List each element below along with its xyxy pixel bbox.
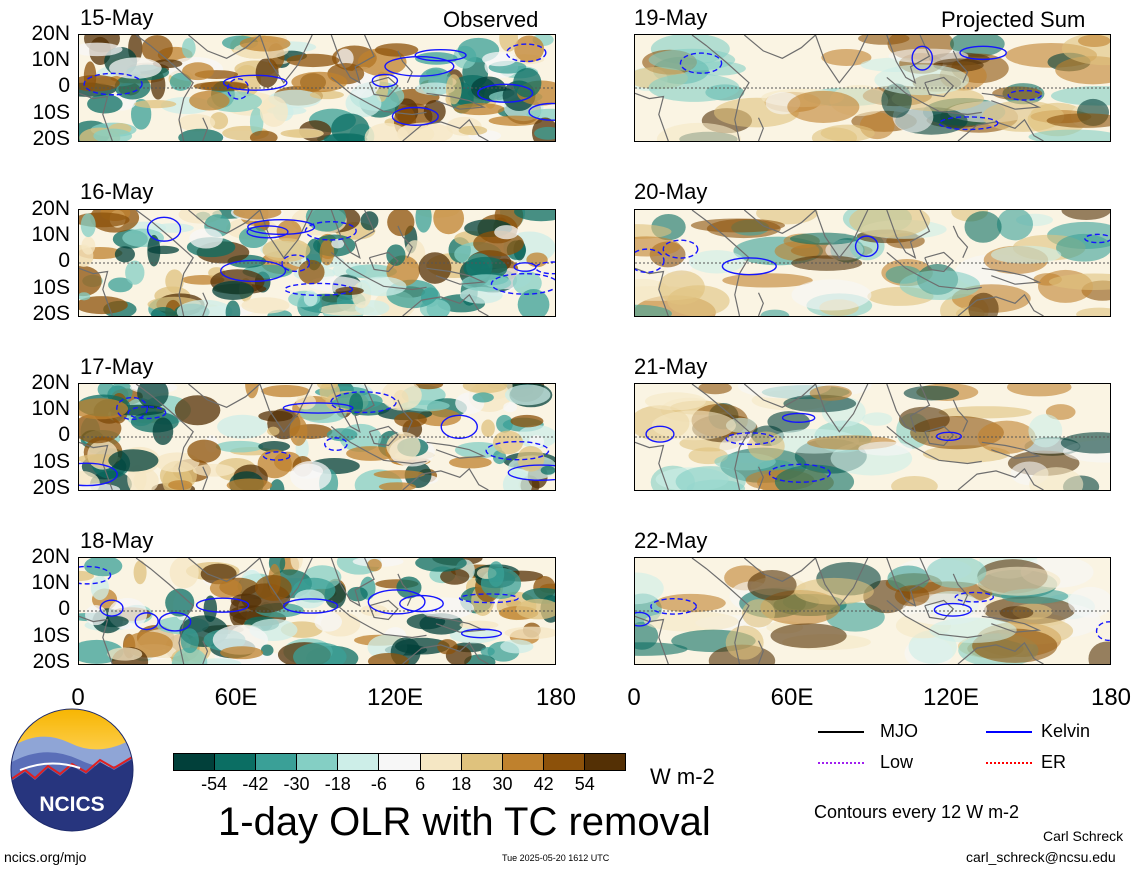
legend-low-label: Low [880, 752, 914, 772]
colorbar-label-9: 54 [574, 774, 595, 794]
colorbar-label-3: -18 [324, 774, 351, 794]
lat-label-row1-2: 0 [58, 74, 70, 97]
lat-label-row4-1: 10N [31, 571, 70, 594]
map-panel-20-may [634, 209, 1111, 317]
lat-label-row4-3: 10S [32, 624, 70, 647]
colorbar-swatch-3 [297, 754, 339, 770]
panel-date-15-may: 15-May [80, 5, 154, 30]
colorbar-label-0: -54 [201, 774, 228, 794]
colorbar-swatch-1 [215, 754, 257, 770]
colorbar-label-6: 18 [451, 774, 472, 794]
colorbar [173, 753, 626, 771]
colorbar-label-8: 42 [533, 774, 554, 794]
map-panel-15-may [78, 34, 556, 142]
colorbar-label-1: -42 [242, 774, 269, 794]
colorbar-swatch-5 [379, 754, 421, 770]
panel-date-17-may: 17-May [80, 354, 154, 379]
lat-label-row3-3: 10S [32, 450, 70, 473]
author-email: carl_schreck@ncsu.edu [966, 849, 1116, 865]
map-panel-17-may [78, 383, 556, 491]
lat-label-row3-1: 10N [31, 397, 70, 420]
lon-label-180-right: 180 [1090, 684, 1132, 711]
colorbar-swatch-8 [502, 754, 544, 770]
lon-label-60e-left: 60E [214, 684, 258, 711]
lat-label-row4-2: 0 [58, 597, 70, 620]
lat-label-row2-3: 10S [32, 276, 70, 299]
panel-tag-projected-sum: Projected Sum [941, 7, 1086, 32]
panel-date-18-may: 18-May [80, 528, 154, 553]
lat-label-row4-0: 20N [31, 545, 70, 568]
figure-title: 1-day OLR with TC removal [218, 800, 711, 844]
lon-label-0-left: 0 [71, 684, 85, 711]
colorbar-label-2: -30 [283, 774, 310, 794]
lat-label-row1-1: 10N [31, 48, 70, 71]
colorbar-swatch-7 [461, 754, 503, 770]
lon-label-60e-right: 60E [770, 684, 814, 711]
author-name: Carl Schreck [1043, 828, 1124, 844]
timestamp: Tue 2025-05-20 1612 UTC [502, 853, 610, 863]
colorbar-swatch-4 [338, 754, 380, 770]
colorbar-label-7: 30 [492, 774, 513, 794]
colorbar-label-5: 6 [415, 774, 426, 794]
legend-low-line [818, 762, 864, 764]
colorbar-swatch-0 [174, 754, 216, 770]
lat-label-row3-4: 20S [32, 476, 70, 499]
legend-er-label: ER [1041, 752, 1067, 772]
panel-tag-observed: Observed [443, 7, 539, 32]
colorbar-swatch-10 [584, 754, 626, 770]
lat-label-row2-0: 20N [31, 197, 70, 220]
panel-date-16-may: 16-May [80, 179, 154, 204]
map-panel-16-may [78, 209, 556, 317]
lon-label-0-right: 0 [627, 684, 641, 711]
panel-date-20-may: 20-May [634, 179, 708, 204]
lon-label-180-left: 180 [535, 684, 577, 711]
map-panel-21-may [634, 383, 1111, 491]
panel-date-21-may: 21-May [634, 354, 708, 379]
lat-label-row2-4: 20S [32, 302, 70, 325]
lon-label-120e-right: 120E [922, 684, 980, 711]
logo-text: NCICS [39, 793, 104, 816]
site-link[interactable]: ncics.org/mjo [4, 849, 87, 865]
legend-er-line [986, 762, 1032, 764]
lat-label-row3-2: 0 [58, 423, 70, 446]
colorbar-label-4: -6 [370, 774, 387, 794]
panel-date-22-may: 22-May [634, 528, 708, 553]
lat-label-row1-4: 20S [32, 127, 70, 150]
lat-label-row4-4: 20S [32, 650, 70, 673]
panel-date-19-may: 19-May [634, 5, 708, 30]
legend-mjo-line [818, 731, 864, 733]
colorbar-swatch-2 [256, 754, 298, 770]
lat-label-row1-3: 10S [32, 101, 70, 124]
colorbar-swatch-6 [420, 754, 462, 770]
legend-kelvin-label: Kelvin [1041, 721, 1091, 741]
colorbar-swatch-9 [543, 754, 585, 770]
lon-label-120e-left: 120E [366, 684, 424, 711]
colorbar-units: W m-2 [650, 764, 715, 789]
legend-kelvin-line [986, 731, 1032, 733]
legend-mjo-label: MJO [880, 721, 918, 741]
contour-note: Contours every 12 W m-2 [814, 802, 1020, 822]
lat-label-row2-1: 10N [31, 223, 70, 246]
ncics-logo: NCICS [10, 708, 134, 832]
lat-label-row2-2: 0 [58, 249, 70, 272]
lat-label-row1-0: 20N [31, 22, 70, 45]
lat-label-row3-0: 20N [31, 371, 70, 394]
map-panel-19-may [634, 34, 1111, 142]
map-panel-22-may [634, 557, 1111, 665]
map-panel-18-may [78, 557, 556, 665]
